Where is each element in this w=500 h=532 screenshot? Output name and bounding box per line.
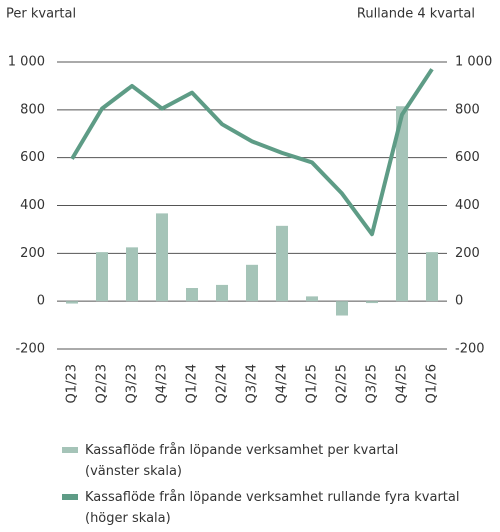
bar xyxy=(366,301,378,304)
x-tick-label: Q1/26 xyxy=(425,364,440,403)
bar xyxy=(66,301,78,304)
x-tick-label: Q2/25 xyxy=(335,364,350,403)
legend-swatch xyxy=(62,447,78,453)
bar xyxy=(426,252,438,302)
right-axis-title: Rullande 4 kvartal xyxy=(357,7,475,22)
y-tick-label: 600 xyxy=(20,150,45,165)
x-tick-label: Q2/24 xyxy=(215,364,230,403)
y-tick-label: -200 xyxy=(15,342,45,357)
x-tick-label: Q3/23 xyxy=(125,364,140,403)
y-tick-label: 0 xyxy=(37,294,45,309)
chart: Per kvartal Rullande 4 kvartal 1 000 800 6… xyxy=(6,7,492,404)
y2-tick-label: -200 xyxy=(455,342,485,357)
bar xyxy=(276,225,288,302)
x-tick-label: Q1/23 xyxy=(65,364,80,403)
legend-swatch xyxy=(62,494,78,500)
y-tick-label: 800 xyxy=(20,102,45,117)
x-tick-label: Q3/25 xyxy=(365,364,380,403)
line xyxy=(70,68,434,237)
legend-label: Kassaflöde från löpande verksamhet per k… xyxy=(85,443,399,479)
bar xyxy=(156,213,168,302)
y-tick-label: 400 xyxy=(20,198,45,213)
x-tick-label: Q1/25 xyxy=(305,364,320,403)
y2-tick-label: 1 000 xyxy=(455,55,492,70)
bar xyxy=(216,284,228,302)
y2-tick-label: 600 xyxy=(455,150,480,165)
bar xyxy=(396,106,408,302)
y2-tick-label: 800 xyxy=(455,102,480,117)
y-tick-label: 1 000 xyxy=(8,55,45,70)
bar xyxy=(186,288,198,302)
legend-label: Kassaflöde från löpande verksamhet rulla… xyxy=(85,490,460,526)
y2-tick-label: 200 xyxy=(455,246,480,261)
bar xyxy=(306,296,318,302)
bar xyxy=(126,247,138,302)
x-tick-label: Q2/23 xyxy=(95,364,110,403)
x-tick-label: Q3/24 xyxy=(245,364,260,403)
x-tick-label: Q1/24 xyxy=(185,364,200,403)
y-tick-label: 200 xyxy=(20,246,45,261)
x-tick-label: Q4/23 xyxy=(155,364,170,403)
left-axis-title: Per kvartal xyxy=(6,7,76,22)
y2-tick-label: 400 xyxy=(455,198,480,213)
bar xyxy=(96,252,108,302)
x-tick-label: Q4/24 xyxy=(275,364,290,403)
y2-tick-label: 0 xyxy=(455,294,463,309)
x-tick-label: Q4/25 xyxy=(395,364,410,403)
bar xyxy=(336,301,348,316)
bar xyxy=(246,264,258,302)
